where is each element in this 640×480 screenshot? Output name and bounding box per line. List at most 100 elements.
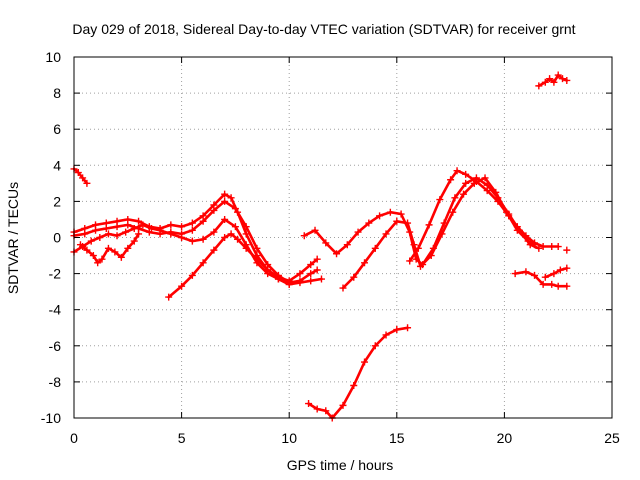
data-point: [300, 232, 308, 240]
y-tick-label: 6: [53, 121, 61, 137]
data-point: [539, 243, 547, 251]
data-point: [436, 196, 444, 204]
data-point: [296, 279, 304, 287]
data-point: [541, 78, 549, 86]
data-point: [550, 270, 558, 278]
y-tick-label: 2: [53, 193, 61, 209]
data-point: [81, 230, 89, 238]
data-point: [343, 241, 351, 249]
data-point: [492, 188, 500, 196]
data-point: [386, 208, 394, 216]
chart-title: Day 029 of 2018, Sidereal Day-to-day VTE…: [72, 21, 575, 37]
data-point: [313, 255, 321, 263]
data-point: [307, 277, 315, 285]
data-point: [199, 235, 207, 243]
data-point: [511, 270, 519, 278]
data-point: [563, 282, 571, 290]
data-point: [242, 223, 250, 231]
data-point: [563, 76, 571, 84]
data-point: [188, 237, 196, 245]
y-tick-label: 8: [53, 85, 61, 101]
series-trace: [302, 176, 541, 266]
data-point: [354, 228, 362, 236]
data-point: [89, 252, 97, 260]
data-point: [472, 178, 480, 186]
data-point: [253, 244, 261, 252]
data-point: [339, 401, 347, 409]
data-point: [102, 224, 110, 232]
y-tick-label: -2: [49, 266, 62, 282]
data-point: [376, 212, 384, 220]
data-point: [167, 221, 175, 229]
data-point: [382, 230, 390, 238]
data-point: [460, 190, 468, 198]
series-arc-13: [535, 71, 571, 90]
data-point: [350, 382, 358, 390]
data-point: [317, 275, 325, 283]
series-arc-1: [70, 165, 91, 187]
data-point: [449, 208, 457, 216]
data-point: [522, 268, 530, 276]
data-point: [425, 221, 433, 229]
data-point: [371, 244, 379, 252]
data-point: [462, 170, 470, 178]
series-trace: [72, 167, 89, 185]
data-point: [305, 400, 313, 408]
data-point: [462, 179, 470, 187]
data-point: [135, 230, 143, 238]
data-point: [513, 223, 521, 231]
series-arc-12: [541, 264, 571, 281]
series-arc-3: [70, 197, 321, 287]
data-point: [313, 405, 321, 413]
data-point: [113, 232, 121, 240]
data-point: [188, 219, 196, 227]
data-point: [554, 243, 562, 251]
data-point: [410, 241, 418, 249]
data-point: [404, 324, 412, 332]
x-tick-label: 10: [281, 430, 297, 446]
data-point: [451, 194, 459, 202]
series-arc-9: [406, 167, 562, 265]
data-point: [554, 282, 562, 290]
series-arc-11: [511, 268, 571, 290]
data-point: [167, 230, 175, 238]
data-point: [559, 75, 567, 83]
data-point: [178, 282, 186, 290]
data-point: [74, 169, 82, 177]
data-point: [221, 215, 229, 223]
data-point: [124, 244, 132, 252]
data-point: [111, 248, 119, 256]
y-tick-label: 0: [53, 230, 61, 246]
data-point: [541, 273, 549, 281]
data-point: [494, 197, 502, 205]
data-point: [94, 259, 102, 267]
data-point: [83, 246, 91, 254]
axis-ticks: 0 5 10 15 20 25 -10 -8 -6 -4 -2 0 2 4 6 8 10: [41, 49, 620, 446]
y-tick-label: -4: [49, 302, 62, 318]
data-point: [307, 270, 315, 278]
data-point: [322, 239, 330, 247]
x-tick-label: 0: [70, 430, 78, 446]
series-trace: [543, 266, 569, 279]
data-point: [104, 244, 112, 252]
y-tick-label: 4: [53, 157, 61, 173]
data-point: [253, 255, 261, 263]
data-point: [563, 246, 571, 254]
data-point: [274, 275, 282, 283]
data-point: [145, 228, 153, 236]
data-point: [307, 261, 315, 269]
data-point: [361, 259, 369, 267]
data-point: [361, 358, 369, 366]
data-point: [221, 234, 229, 241]
data-point: [548, 280, 556, 288]
data-point: [135, 217, 143, 225]
x-tick-label: 5: [178, 430, 186, 446]
data-point: [481, 174, 489, 182]
data-point: [339, 284, 347, 292]
data-point: [313, 266, 321, 274]
data-point: [554, 71, 562, 79]
data-point: [76, 241, 84, 249]
series-arc-6: [165, 230, 325, 301]
x-axis-label: GPS time / hours: [287, 457, 394, 473]
data-point: [483, 187, 491, 195]
